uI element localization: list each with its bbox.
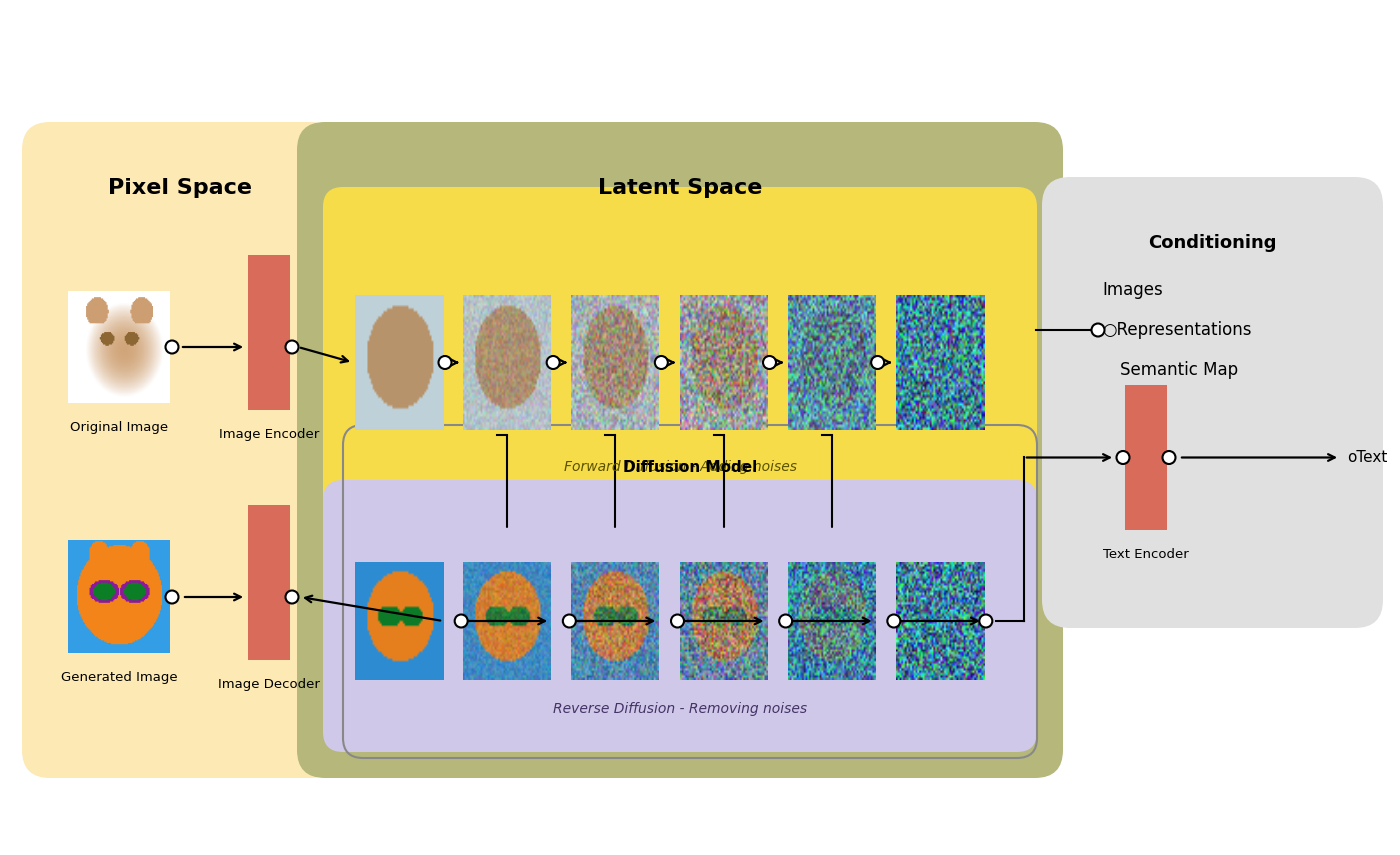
Circle shape bbox=[763, 356, 776, 369]
Circle shape bbox=[671, 615, 685, 628]
Text: Image Encoder: Image Encoder bbox=[218, 428, 319, 441]
Circle shape bbox=[871, 356, 885, 369]
Text: Generated Image: Generated Image bbox=[60, 671, 178, 684]
Circle shape bbox=[1117, 451, 1130, 464]
Bar bbox=[248, 255, 290, 410]
Circle shape bbox=[780, 615, 792, 628]
Circle shape bbox=[1162, 451, 1176, 464]
Circle shape bbox=[563, 615, 575, 628]
FancyBboxPatch shape bbox=[1042, 177, 1383, 628]
Text: Images: Images bbox=[1102, 281, 1163, 299]
Text: Original Image: Original Image bbox=[70, 421, 168, 434]
Text: Pixel Space: Pixel Space bbox=[108, 178, 252, 198]
Text: Image Decoder: Image Decoder bbox=[218, 678, 321, 691]
Text: Forward Diffusion - Adding noises: Forward Diffusion - Adding noises bbox=[563, 460, 797, 474]
Circle shape bbox=[980, 615, 993, 628]
Text: Reverse Diffusion - Removing noises: Reverse Diffusion - Removing noises bbox=[553, 702, 806, 716]
Text: ○Representations: ○Representations bbox=[1102, 321, 1252, 339]
Bar bbox=[248, 505, 290, 660]
Circle shape bbox=[455, 615, 468, 628]
Bar bbox=[1126, 385, 1168, 530]
Text: Semantic Map: Semantic Map bbox=[1120, 361, 1238, 379]
FancyBboxPatch shape bbox=[323, 480, 1037, 752]
Text: oText: oText bbox=[1347, 450, 1387, 465]
Circle shape bbox=[165, 591, 179, 604]
Circle shape bbox=[165, 340, 179, 353]
Circle shape bbox=[286, 340, 298, 353]
Text: Text Encoder: Text Encoder bbox=[1103, 548, 1189, 561]
Text: Conditioning: Conditioning bbox=[1148, 234, 1277, 252]
Circle shape bbox=[1092, 323, 1105, 337]
FancyBboxPatch shape bbox=[22, 122, 337, 778]
Circle shape bbox=[546, 356, 560, 369]
FancyBboxPatch shape bbox=[323, 187, 1037, 515]
Text: Latent Space: Latent Space bbox=[598, 178, 762, 198]
Circle shape bbox=[888, 615, 900, 628]
Text: Diffusion Model: Diffusion Model bbox=[623, 459, 757, 475]
Circle shape bbox=[655, 356, 668, 369]
FancyBboxPatch shape bbox=[297, 122, 1063, 778]
Circle shape bbox=[438, 356, 451, 369]
Circle shape bbox=[286, 591, 298, 604]
